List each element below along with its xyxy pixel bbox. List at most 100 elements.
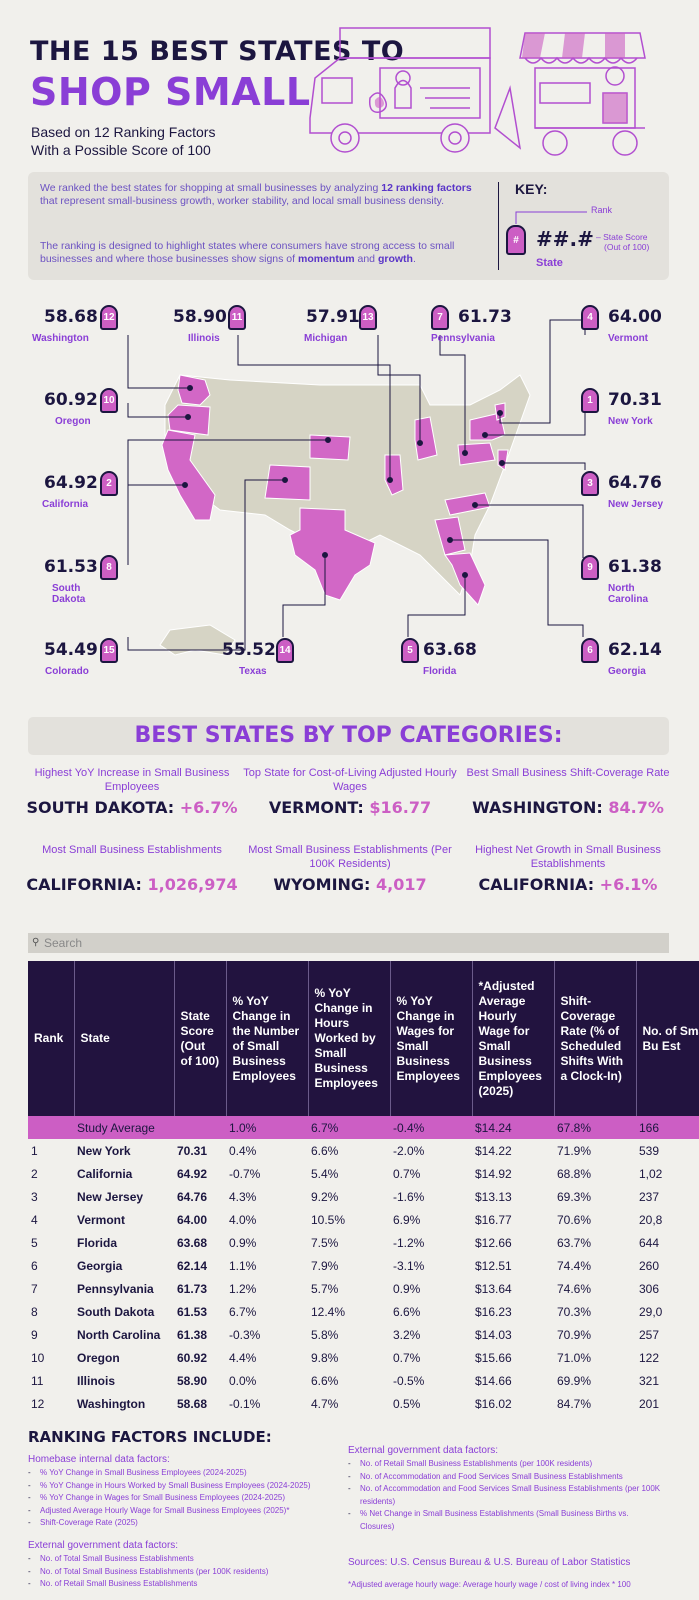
sources-note: Sources: U.S. Census Bureau & U.S. Burea… <box>348 1557 631 1568</box>
factor-item: No. of Total Small Business Establishmen… <box>28 1553 338 1566</box>
category-label: Most Small Business Establishments <box>42 844 222 856</box>
map-rank-pin: 3 <box>581 471 599 496</box>
category-number: 84.7% <box>602 798 664 817</box>
map-state-score: 57.91 <box>306 307 360 327</box>
us-map <box>127 319 586 656</box>
search-placeholder: Search <box>44 936 83 950</box>
table-cell <box>28 1116 74 1139</box>
map-state-score: 61.53 <box>44 557 98 577</box>
table-row: 11 Illinois 58.90 0.0% 6.6% -0.5% $14.66 69.9% 3… <box>28 1369 699 1392</box>
table-cell: 74.4% <box>557 1258 592 1273</box>
factor-item: Adjusted Average Hourly Wage for Small B… <box>28 1505 338 1518</box>
table-cell: 60.92 <box>177 1350 208 1365</box>
search-input[interactable]: ⚲ Search <box>28 933 669 953</box>
table-cell: 6.6% <box>311 1143 339 1158</box>
table-header-cell[interactable]: % YoY Change in the Number of Small Busi… <box>226 961 309 1116</box>
table-cell: 5 <box>31 1235 38 1250</box>
map-rank-pin: 9 <box>581 555 599 580</box>
table-cell: 5.8% <box>311 1327 339 1342</box>
map-state-name: Colorado <box>45 666 89 677</box>
table-header-row: Rank State State Score (Out of 100)% YoY C… <box>28 961 699 1116</box>
table-row: 9 North Carolina 61.38 -0.3% 5.8% 3.2% $14.03 7… <box>28 1323 699 1346</box>
table-cell: 0.5% <box>393 1396 421 1411</box>
table-cell: 0.9% <box>393 1281 421 1296</box>
table-cell: 6.7% <box>308 1116 390 1139</box>
table-average-row: Study Average 1.0% 6.7% -0.4% $14.24 67.8% 166 <box>28 1116 699 1139</box>
state-california <box>161 429 216 521</box>
map-state-name: Pennsylvania <box>431 333 495 344</box>
table-cell: Oregon <box>77 1350 120 1365</box>
map-state-score: 61.73 <box>458 307 512 327</box>
table-cell: 7.5% <box>311 1235 339 1250</box>
table-cell: 237 <box>639 1189 660 1204</box>
table-cell: 257 <box>639 1327 660 1342</box>
subtitle-line: Based on 12 Ranking Factors <box>31 124 216 140</box>
factor-item: No. of Accommodation and Food Services S… <box>348 1471 663 1484</box>
category-value: VERMONT: $16.77 <box>240 798 460 817</box>
table-cell: 9.8% <box>311 1350 339 1365</box>
table-header-cell[interactable]: State <box>74 961 175 1116</box>
table-cell: 68.8% <box>557 1166 592 1181</box>
table-cell: $14.92 <box>475 1166 512 1181</box>
table-cell: 6.6% <box>393 1304 421 1319</box>
table-cell: 644 <box>639 1235 660 1250</box>
table-cell: 63.7% <box>557 1235 592 1250</box>
key-title: KEY: <box>515 181 548 197</box>
map-state-score: 64.92 <box>44 473 98 493</box>
table-cell: 1 <box>31 1143 38 1158</box>
category-number: +6.7% <box>174 798 238 817</box>
factor-item: Shift-Coverage Rate (2025) <box>28 1517 338 1530</box>
table-cell: $12.66 <box>475 1235 512 1250</box>
table-cell: 64.76 <box>177 1189 208 1204</box>
table-cell: 1.1% <box>229 1258 257 1273</box>
category-state: WASHINGTON: <box>472 798 603 817</box>
map-state-name: California <box>42 499 88 510</box>
table-cell: 6 <box>31 1258 38 1273</box>
table-cell: 6.6% <box>311 1373 339 1388</box>
table-cell: 61.38 <box>177 1327 208 1342</box>
table-header-cell[interactable]: No. of Small Bu Est <box>636 961 699 1116</box>
map-state-name-line: Washington <box>32 333 89 344</box>
category-number: 4,017 <box>370 875 427 894</box>
map-state-name-line: Oregon <box>55 416 91 427</box>
map-state-name: New York <box>608 416 653 427</box>
category-label: Highest YoY Increase in Small Business E… <box>34 767 230 793</box>
table-cell: 539 <box>639 1143 660 1158</box>
table-row: 10 Oregon 60.92 4.4% 9.8% 0.7% $15.66 71.0% 122 <box>28 1346 699 1369</box>
table-cell: 5.7% <box>311 1281 339 1296</box>
category-state: CALIFORNIA: <box>478 875 595 894</box>
category-value: CALIFORNIA: 1,026,974 <box>22 875 242 894</box>
map-state-name-line: Pennsylvania <box>431 333 495 344</box>
map-state-name: Vermont <box>608 333 648 344</box>
factor-item: % YoY Change in Wages for Small Business… <box>28 1492 338 1505</box>
table-cell: 58.90 <box>177 1373 208 1388</box>
table-cell: 70.3% <box>557 1304 592 1319</box>
table-cell: 10.5% <box>311 1212 346 1227</box>
map-rank-pin: 11 <box>228 305 246 330</box>
table-cell: 2 <box>31 1166 38 1181</box>
table-header-cell[interactable]: % YoY Change in Hours Worked by Small Bu… <box>308 961 391 1116</box>
map-state-score: 58.90 <box>173 307 227 327</box>
table-cell: 1,02 <box>639 1166 663 1181</box>
map-state-name: North Carolina <box>608 583 648 605</box>
categories-title: BEST STATES BY TOP CATEGORIES: <box>28 717 669 755</box>
table-cell: 166 <box>636 1116 699 1139</box>
map-state-score: 55.52 <box>222 640 276 660</box>
table-header-cell[interactable]: State Score (Out of 100) <box>174 961 227 1116</box>
factors-homebase-title: Homebase internal data factors: <box>28 1454 170 1465</box>
category-number: +6.1% <box>594 875 658 894</box>
rankings-table: Rank State State Score (Out of 100)% YoY C… <box>28 961 699 1411</box>
table-cell: Washington <box>77 1396 146 1411</box>
table-cell: -0.7% <box>229 1166 261 1181</box>
table-cell: $16.02 <box>475 1396 512 1411</box>
map-state-name-line: New Jersey <box>608 499 664 510</box>
factors-ext2-list: No. of Retail Small Business Establishme… <box>348 1458 663 1533</box>
table-cell: $13.13 <box>475 1189 512 1204</box>
factor-item: % YoY Change in Small Business Employees… <box>28 1467 338 1480</box>
table-header-cell[interactable]: Rank <box>28 961 75 1116</box>
table-header-cell[interactable]: % YoY Change in Wages for Small Business… <box>390 961 473 1116</box>
table-cell: $14.24 <box>472 1116 554 1139</box>
table-header-cell[interactable]: *Adjusted Average Hourly Wage for Small … <box>472 961 555 1116</box>
table-header-cell[interactable]: Shift-Coverage Rate (% of Scheduled Shif… <box>554 961 637 1116</box>
category-card: Best Small Business Shift-Coverage Rate W… <box>458 766 678 817</box>
